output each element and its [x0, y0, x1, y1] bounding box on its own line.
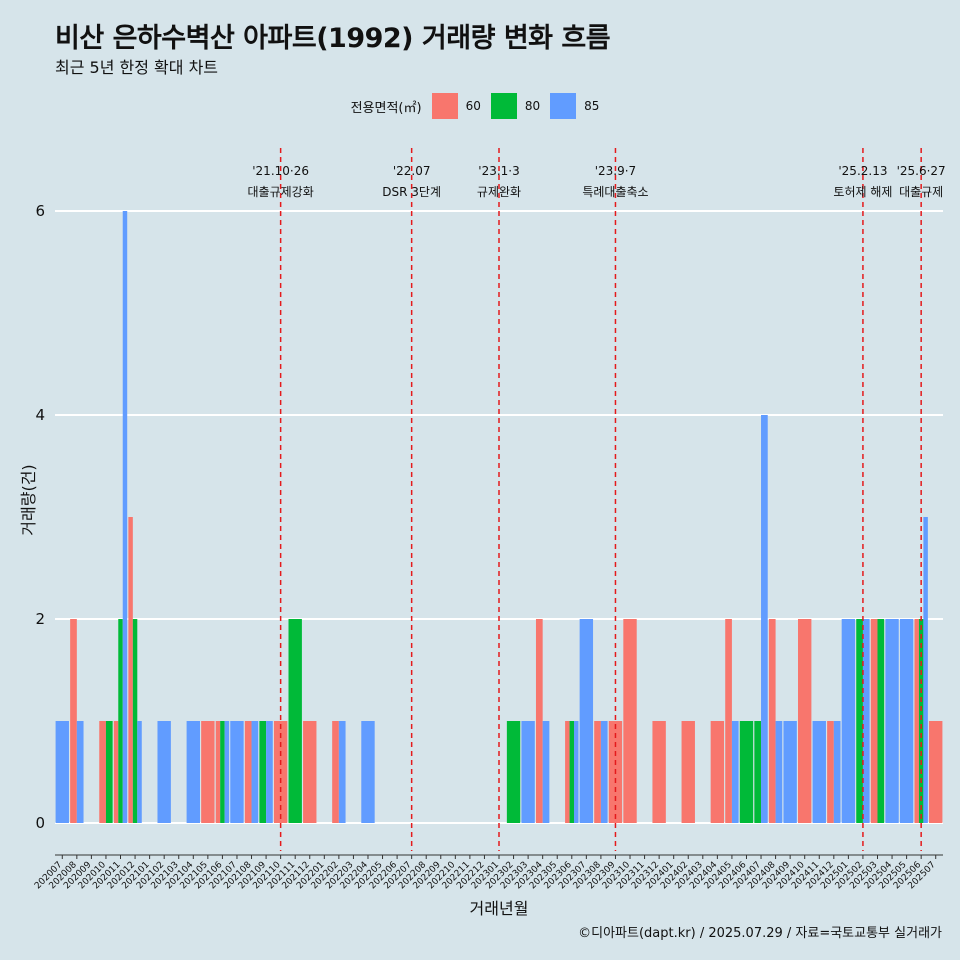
bar-202303-85	[521, 721, 535, 823]
bar-202408-60	[768, 619, 776, 823]
bar-202503-60	[870, 619, 878, 823]
bar-202411-85	[812, 721, 826, 823]
bar-202107-85	[230, 721, 244, 823]
bar-202507-60	[929, 721, 943, 823]
bar-202109-80	[259, 721, 267, 823]
annotation-label-202309: 특례대출축소	[582, 185, 648, 199]
bar-202105-60	[201, 721, 215, 823]
bar-202409-85	[783, 721, 797, 823]
bar-202104-85	[186, 721, 200, 823]
bar-202505-85	[899, 619, 914, 823]
annotation-date-202309: '23.9·7	[595, 164, 636, 178]
bar-202504-85	[885, 619, 899, 823]
bar-202304-60	[535, 619, 543, 823]
bar-202502-85	[862, 619, 870, 823]
annotation-label-202502: 토허제 해제	[833, 185, 892, 199]
legend-label-60: 60	[465, 99, 481, 113]
legend: 전용면적(㎡) 60 80 85	[0, 93, 960, 119]
bar-202506-80	[918, 619, 924, 823]
bar-202306-85	[574, 721, 579, 823]
y-tick-label-0: 0	[35, 814, 45, 832]
bar-202412-60	[827, 721, 834, 823]
chart-title: 비산 은하수벽산 아파트(1992) 거래량 변화 흐름	[55, 23, 611, 54]
bar-202304-85	[542, 721, 550, 823]
y-tick-label-2: 2	[35, 610, 45, 628]
bar-202306-60	[565, 721, 570, 823]
bar-202408-85	[775, 721, 783, 823]
bar-202501-85	[841, 619, 856, 823]
bar-202302-80	[506, 721, 521, 823]
bar-202106-80	[220, 721, 225, 823]
legend-item-60: 60	[431, 93, 481, 119]
bar-202406-80	[739, 721, 754, 823]
bar-202405-85	[731, 721, 739, 823]
bar-202204-85	[361, 721, 375, 823]
bar-202012-80	[132, 619, 138, 823]
caption: ©디아파트(dapt.kr) / 2025.07.29 / 자료=국토교통부 실…	[578, 926, 942, 941]
legend-key-80	[490, 93, 517, 119]
bar-202407-85	[761, 415, 768, 823]
bar-202405-60	[725, 619, 732, 823]
bar-202007-85	[55, 721, 69, 823]
y-tick-label-4: 4	[35, 406, 45, 424]
bar-202106-85	[224, 721, 230, 823]
bar-202312-60	[652, 721, 666, 823]
legend-item-85: 85	[550, 93, 599, 119]
bar-202108-85	[251, 721, 259, 823]
bar-202011-80	[118, 619, 123, 823]
bar-202502-80	[856, 619, 863, 823]
bar-202308-85	[600, 721, 608, 823]
bar-202011-85	[122, 211, 128, 823]
bar-202506-85	[923, 517, 928, 823]
legend-title: 전용면적(㎡)	[350, 100, 422, 116]
bar-202102-85	[157, 721, 171, 823]
bar-202012-60	[128, 517, 133, 823]
legend-key-85	[550, 93, 577, 119]
bar-202011-60	[113, 721, 119, 823]
annotation-date-202502: '25.2.13	[838, 164, 887, 178]
bar-202407-80	[754, 721, 762, 823]
bar-202202-60	[332, 721, 339, 823]
bar-202202-85	[338, 721, 346, 823]
x-axis-title: 거래년월	[470, 899, 529, 918]
bar-202108-60	[244, 721, 252, 823]
annotation-date-202207: '22.07	[393, 164, 431, 178]
bar-202308-60	[594, 721, 601, 823]
bar-202008-85	[76, 721, 84, 823]
bar-202412-85	[833, 721, 841, 823]
legend-label-80: 80	[524, 99, 541, 113]
bar-202112-60	[303, 721, 317, 823]
annotation-date-202110: '21.10·26	[252, 164, 309, 178]
y-tick-label-6: 6	[35, 202, 45, 220]
bar-202402-60	[681, 721, 695, 823]
bar-202012-85	[137, 721, 142, 823]
legend-label-85: 85	[584, 99, 600, 113]
bar-202008-60	[70, 619, 77, 823]
annotation-date-202301: '23.1·3	[478, 164, 519, 178]
bar-202307-85	[579, 619, 594, 823]
legend-item-80: 80	[490, 93, 541, 119]
bar-202404-60	[710, 721, 725, 823]
annotation-date-202506: '25.6·27	[897, 164, 946, 178]
bar-202111-80	[288, 619, 302, 823]
bar-202010-60	[99, 721, 106, 823]
bar-202010-80	[105, 721, 113, 823]
bar-202106-60	[215, 721, 221, 823]
annotation-label-202301: 규제완화	[477, 185, 521, 199]
annotation-label-202506: 대출규제	[899, 185, 943, 199]
bar-202310-60	[623, 619, 637, 823]
bar-202506-60	[914, 619, 919, 823]
legend-key-60	[431, 93, 458, 119]
y-axis-title: 거래량(건)	[19, 464, 38, 535]
chart-subtitle: 최근 5년 한정 확대 차트	[55, 58, 219, 77]
bar-202410-60	[798, 619, 812, 823]
annotation-label-202110: 대출규제강화	[248, 185, 314, 199]
bar-202306-80	[569, 721, 575, 823]
bar-202109-85	[266, 721, 273, 823]
bar-202503-80	[877, 619, 885, 823]
annotation-label-202207: DSR 3단계	[382, 185, 441, 199]
